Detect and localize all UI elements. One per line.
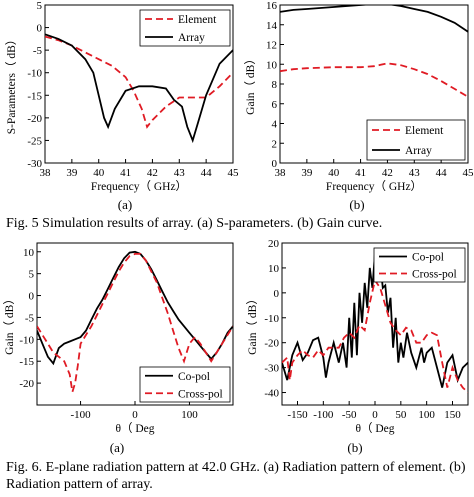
y-tick-label: 6: [272, 99, 278, 111]
x-tick-label: 43: [174, 167, 186, 179]
x-tick-label: 0: [372, 409, 378, 421]
x-axis-label: Frequency（ GHz）: [326, 180, 422, 193]
y-tick-label: 0: [274, 288, 280, 300]
plot-frame: [44, 4, 234, 164]
x-tick-label: 44: [436, 167, 448, 179]
y-tick-label: -10: [27, 68, 42, 80]
legend-box: [366, 119, 466, 161]
legend-label: Array: [178, 32, 205, 44]
x-tick-label: 41: [355, 167, 366, 179]
x-tick-label: -150: [287, 409, 308, 421]
array-pattern-chart: -150 -100 -50 0 50 100 15020100-10-20-30-40θ（ …: [246, 238, 469, 455]
y-tick-label: 16: [266, 0, 278, 12]
panel-label: (a): [118, 197, 132, 212]
legend-label: Cross-pol: [412, 269, 457, 281]
series-line-element: [45, 35, 233, 129]
figure-5-caption: Fig. 5 Simulation results of array. (a) …: [6, 216, 383, 231]
y-tick-label: -5: [25, 312, 35, 324]
y-tick-label: 2: [272, 138, 278, 150]
panel-label: (a): [110, 440, 124, 455]
panel-label: (b): [349, 197, 364, 212]
x-tick-label: 39: [66, 167, 78, 179]
y-axis-label: Gain（ dB）: [244, 53, 257, 115]
x-tick-label: 45: [228, 167, 240, 179]
y-tick-label: 0: [37, 23, 43, 35]
y-tick-label: 10: [23, 247, 35, 259]
y-tick-label: -25: [27, 135, 42, 147]
x-tick-label: 39: [301, 167, 313, 179]
y-tick-label: -10: [264, 313, 279, 325]
legend-box: [373, 247, 466, 283]
series-line-array: [280, 5, 468, 33]
y-tick-label: 4: [272, 119, 278, 131]
x-tick-label: 100: [181, 409, 198, 421]
y-tick-label: 5: [29, 269, 35, 281]
x-tick-label: 44: [201, 167, 213, 179]
legend-label: Co-pol: [178, 371, 210, 383]
y-tick-label: -15: [19, 356, 34, 368]
y-tick-label: 12: [266, 40, 277, 52]
y-tick-label: -30: [27, 158, 42, 170]
gain-curve-chart: 38 39 40 41 42 43 44 45 0 2 4 6 8 10 12 14 16 Frequency（ …: [244, 0, 474, 212]
series-line-co-pol: [37, 250, 233, 366]
y-tick-label: 8: [272, 79, 278, 91]
x-tick-label: 45: [463, 167, 474, 179]
x-tick-label: 150: [444, 409, 461, 421]
y-tick-label: -40: [264, 388, 279, 400]
legend-label: Element: [405, 125, 444, 137]
y-tick-label: -5: [33, 45, 43, 57]
x-tick-label: 0: [132, 409, 138, 421]
x-tick-label: 100: [418, 409, 435, 421]
y-tick-label: -20: [27, 113, 42, 125]
y-tick-label: -15: [27, 90, 42, 102]
y-tick-label: 14: [266, 20, 278, 32]
y-tick-label: -10: [19, 334, 34, 346]
x-tick-label: 42: [147, 167, 158, 179]
x-tick-label: 40: [93, 167, 105, 179]
y-tick-label: 0: [272, 158, 278, 170]
series-line-array: [45, 33, 233, 144]
panel-label: (b): [347, 440, 362, 455]
figure-6-caption: Fig. 6. E-plane radiation pattern at 42.…: [6, 460, 466, 492]
x-tick-label: -100: [313, 409, 334, 421]
y-tick-label: 0: [29, 291, 35, 303]
y-tick-label: -30: [264, 363, 279, 375]
y-axis-label: S-Parameters（ dB）: [5, 34, 18, 135]
x-tick-label: 41: [120, 167, 131, 179]
x-tick-label: 38: [40, 167, 52, 179]
x-tick-label: -100: [70, 409, 91, 421]
x-axis-label: θ（ Deg: [355, 422, 394, 435]
legend-label: Element: [178, 14, 217, 26]
x-tick-label: 40: [328, 167, 340, 179]
y-tick-label: 10: [268, 263, 280, 275]
x-axis-label: Frequency（ GHz）: [91, 180, 187, 193]
y-tick-label: -20: [264, 338, 279, 350]
series-line-cross-pol: [37, 252, 233, 393]
x-axis-label: θ（ Deg: [115, 422, 154, 435]
y-tick-label: 20: [268, 238, 280, 250]
x-tick-label: 50: [395, 409, 407, 421]
y-tick-label: 5: [37, 0, 43, 12]
y-tick-label: 10: [266, 59, 278, 71]
legend-box: [139, 366, 231, 403]
legend-label: Cross-pol: [178, 388, 223, 400]
legend-box: [139, 9, 231, 47]
y-axis-label: Gain（ dB）: [3, 293, 16, 355]
legend-label: Array: [405, 145, 432, 157]
element-pattern-chart: -100 0 100 10 5 0 -5 -10 -15 -20 θ（ Deg Gain（ dB） (a…: [3, 242, 234, 455]
x-tick-label: -50: [342, 409, 357, 421]
series-line-cross-pol: [282, 278, 468, 394]
x-tick-label: 38: [275, 167, 287, 179]
legend-label: Co-pol: [412, 252, 444, 264]
x-tick-label: 42: [382, 167, 393, 179]
s-parameters-chart: 38 39 40 41 42 43 44 45 5 0 -5 -10 -15 -20 -25 -30 Frequ…: [5, 0, 239, 212]
series-line-element: [280, 62, 468, 98]
y-tick-label: -20: [19, 378, 34, 390]
y-axis-label: Gain（ dB）: [246, 293, 259, 355]
x-tick-label: 43: [409, 167, 421, 179]
